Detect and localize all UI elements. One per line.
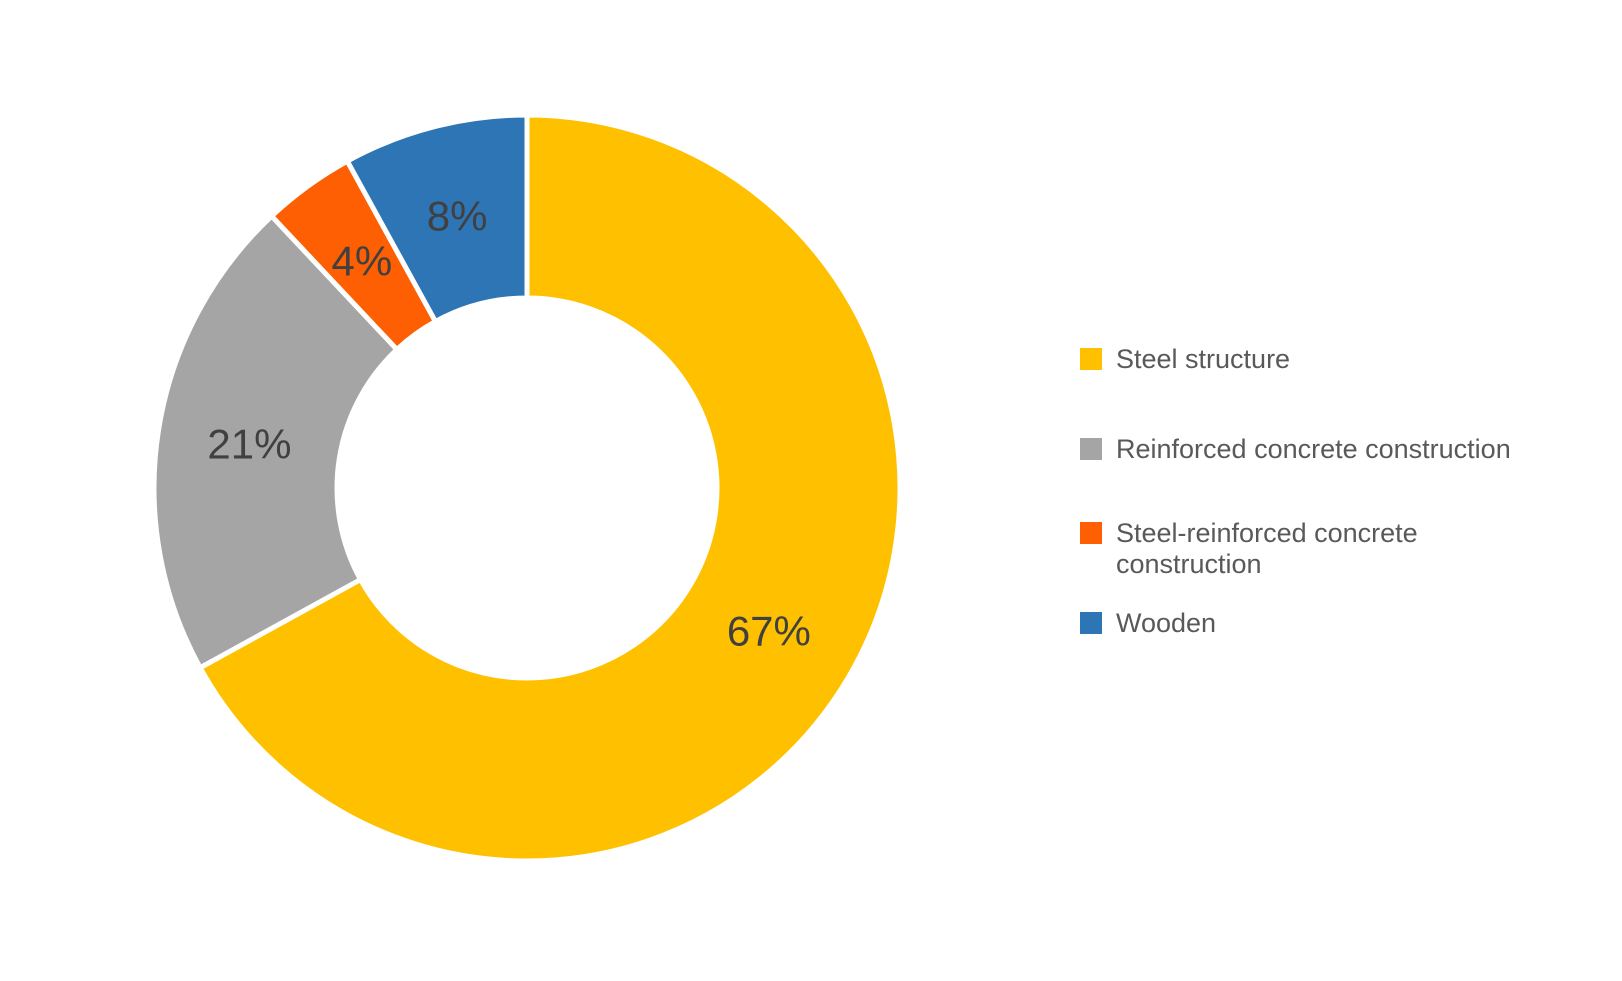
legend-swatch-reinforced-concrete-icon xyxy=(1080,438,1102,460)
legend-item-steel-reinforced-concrete[interactable]: Steel-reinforced concrete construction xyxy=(1080,518,1516,579)
legend-swatch-wooden-icon xyxy=(1080,612,1102,634)
legend-item-steel-structure[interactable]: Steel structure xyxy=(1080,344,1290,375)
slice-percent-label-2: 4% xyxy=(331,237,392,284)
legend-swatch-steel-reinforced-concrete-icon xyxy=(1080,522,1102,544)
legend-swatch-steel-structure-icon xyxy=(1080,348,1102,370)
slice-percent-label-3: 8% xyxy=(427,193,488,240)
legend-item-reinforced-concrete[interactable]: Reinforced concrete construction xyxy=(1080,434,1511,465)
slice-percent-label-0: 67% xyxy=(727,608,811,655)
legend-label-wooden: Wooden xyxy=(1116,608,1217,638)
legend-label-reinforced-concrete: Reinforced concrete construction xyxy=(1116,434,1511,464)
legend-item-wooden[interactable]: Wooden xyxy=(1080,608,1216,639)
donut-slice-1[interactable] xyxy=(151,212,401,672)
donut-slice-3[interactable] xyxy=(343,112,530,325)
legend-label-steel-reinforced-concrete: Steel-reinforced concrete construction xyxy=(1116,518,1418,579)
slice-percent-label-1: 21% xyxy=(207,421,291,468)
legend-label-steel-structure: Steel structure xyxy=(1116,344,1291,374)
donut-slice-0[interactable] xyxy=(196,112,903,864)
